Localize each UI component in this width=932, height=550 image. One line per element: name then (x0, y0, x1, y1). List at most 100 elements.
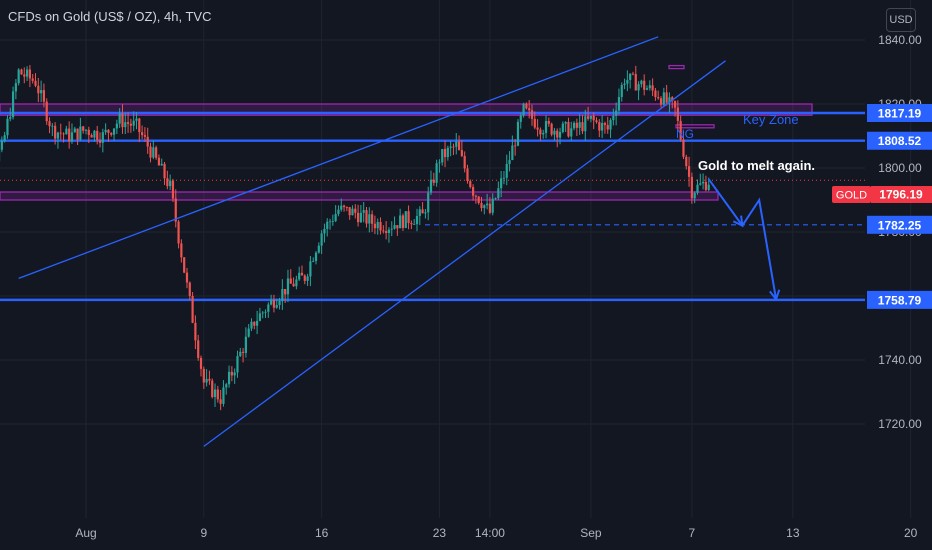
candle-body-12 (3, 135, 6, 142)
candle-body-79 (191, 295, 194, 323)
trendlines (18, 36, 726, 447)
zone-mini-upper (668, 64, 685, 70)
candle-body-187 (494, 198, 497, 199)
candle-body-134 (345, 207, 348, 208)
candle-body-180 (474, 195, 477, 197)
candle-body-176 (463, 155, 466, 169)
candle-body-136 (351, 208, 354, 216)
candle-body-223 (595, 120, 598, 123)
level-badge-text-3: 1758.79 (878, 293, 922, 307)
candle-body-211 (561, 123, 564, 132)
zone-lower (0, 191, 719, 201)
price-badge (871, 186, 932, 203)
candle-body-99 (247, 328, 250, 337)
y-axis[interactable]: 1720.001740.001760.001780.001800.001820.… (867, 33, 932, 431)
candle-body-262 (704, 181, 708, 190)
candle-body-232 (620, 84, 623, 98)
candle-body-145 (376, 222, 379, 229)
candle-body-171 (449, 146, 452, 148)
candle-body-89 (219, 399, 222, 404)
candle-body-204 (542, 133, 545, 135)
candle-body-254 (682, 139, 685, 157)
candle-body-233 (623, 83, 626, 85)
candle-body-238 (637, 84, 640, 91)
candle-body-27 (45, 101, 48, 122)
candle-body-21 (28, 69, 31, 79)
candle-body-51 (112, 128, 116, 135)
currency-button[interactable]: USD (886, 8, 916, 32)
candle-body-159 (415, 216, 419, 225)
candle-body-203 (539, 129, 542, 135)
candle-body-239 (640, 80, 643, 85)
candle-body-13 (6, 118, 9, 136)
candle-body-137 (354, 208, 357, 213)
x-tick-label-2: 16 (315, 526, 329, 540)
candle-body-263 (707, 184, 710, 190)
candle-body-95 (236, 356, 239, 373)
candle-body-240 (643, 80, 646, 90)
candle-body-218 (581, 122, 584, 132)
candle-body-249 (668, 97, 671, 103)
candle-body-115 (292, 283, 295, 287)
candle-body-153 (399, 215, 402, 229)
candle-body-43 (90, 134, 93, 138)
candle-body-41 (84, 129, 88, 131)
candle-body-209 (556, 130, 559, 138)
y-tick-label-6: 1840.00 (878, 33, 922, 47)
candle-body-173 (455, 141, 458, 147)
candle-body-36 (70, 132, 74, 142)
candle-body-107 (270, 299, 273, 305)
candle-body-195 (516, 121, 520, 146)
candle-body-205 (544, 121, 548, 134)
candle-body-102 (256, 320, 259, 326)
candle-body-186 (491, 198, 494, 213)
price-badge-text: 1796.19 (879, 188, 923, 202)
candle-body-54 (121, 113, 124, 128)
candle-body-184 (486, 203, 489, 206)
candle-body-90 (222, 387, 225, 404)
candle-body-138 (356, 212, 360, 223)
candle-body-85 (208, 378, 211, 381)
projection-path (707, 178, 781, 302)
y-tick-label-4: 1800.00 (878, 161, 922, 175)
candle-body-70 (166, 178, 169, 187)
chart-title: CFDs on Gold (US$ / OZ), 4h, TVC (8, 9, 212, 24)
candle-body-196 (519, 115, 522, 122)
candle-body-220 (586, 116, 590, 119)
annotation-gold-to-melt: Gold to melt again. (698, 158, 815, 173)
candle-body-174 (457, 141, 461, 151)
candle-body-50 (110, 132, 113, 135)
candle-body-100 (250, 321, 253, 329)
candle-body-127 (326, 221, 329, 229)
candle-body-48 (104, 129, 107, 133)
candle-body-35 (68, 128, 71, 142)
candle-body-110 (278, 300, 281, 306)
candle-body-246 (659, 98, 663, 105)
candle-body-62 (143, 135, 147, 137)
candle-body-222 (592, 115, 595, 121)
candle-body-181 (477, 196, 480, 204)
candle-body-243 (651, 85, 654, 91)
candle-body-169 (443, 149, 447, 158)
candle-body-152 (396, 225, 399, 229)
candle-body-17 (17, 69, 20, 84)
candle-body-200 (530, 110, 534, 119)
candle-body-16 (14, 83, 17, 92)
x-tick-label-8: 20 (904, 526, 918, 540)
candle-body-158 (413, 224, 416, 225)
candle-body-124 (317, 245, 320, 253)
candle-body-112 (284, 289, 287, 295)
candle-body-172 (452, 146, 455, 148)
candle-body-175 (460, 150, 463, 156)
candle-body-44 (93, 130, 96, 138)
candle-body-139 (359, 212, 362, 223)
x-tick-label-1: 9 (200, 526, 207, 540)
candle-body-128 (328, 221, 332, 223)
candle-body-81 (197, 340, 200, 358)
candle-body-73 (174, 198, 177, 222)
candle-body-201 (533, 118, 536, 128)
x-axis[interactable]: Aug 9 16 23 14:00 Sep 7 13 20 (75, 526, 917, 540)
candle-body-251 (673, 101, 677, 108)
candle-body-40 (82, 126, 85, 131)
